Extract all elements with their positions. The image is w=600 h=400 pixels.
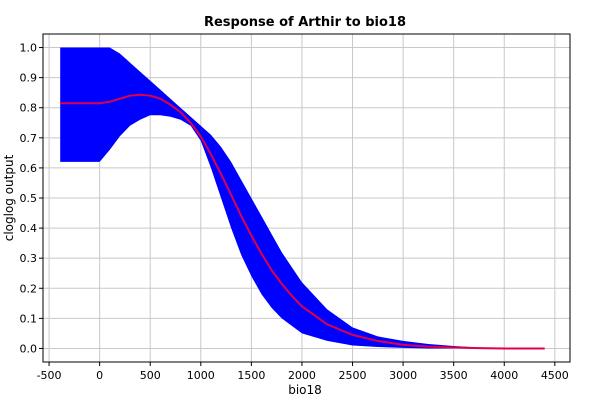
x-tick-label: 1000 [187, 369, 215, 382]
x-tick-label: 500 [140, 369, 161, 382]
x-tick-label: 4000 [490, 369, 518, 382]
x-tick-label: -500 [37, 369, 62, 382]
x-tick-label: 3000 [389, 369, 417, 382]
plot-area [60, 47, 545, 350]
y-tick-label: 0.5 [20, 192, 38, 205]
y-tick-label: 0.6 [20, 162, 38, 175]
x-tick-label: 4500 [541, 369, 569, 382]
y-axis: 0.0 0.1 0.2 0.3 0.4 0.5 0.6 0.7 0.8 0.9 1.0 [20, 42, 43, 355]
x-axis-label: bio18 [288, 383, 322, 397]
chart-title: Response of Arthir to bio18 [204, 15, 406, 30]
x-tick-label: 0 [96, 369, 103, 382]
y-tick-label: 0.3 [20, 252, 38, 265]
y-tick-label: 0.0 [20, 342, 38, 355]
x-axis: -500 0 500 1000 1500 2000 2500 3000 3500 4000 4500 [37, 362, 569, 382]
response-line [60, 93, 545, 350]
y-tick-label: 0.7 [20, 132, 38, 145]
y-tick-label: 0.4 [20, 222, 38, 235]
y-tick-label: 0.9 [20, 72, 38, 85]
x-tick-label: 2500 [339, 369, 367, 382]
y-tick-label: 0.2 [20, 282, 38, 295]
x-tick-label: 3500 [440, 369, 468, 382]
y-axis-label: cloglog output [2, 154, 16, 241]
confidence-band [60, 47, 545, 349]
y-tick-label: 1.0 [20, 42, 38, 55]
x-tick-label: 2000 [288, 369, 316, 382]
y-tick-label: 0.8 [20, 102, 38, 115]
x-tick-label: 1500 [237, 369, 265, 382]
y-tick-label: 0.1 [20, 312, 38, 325]
